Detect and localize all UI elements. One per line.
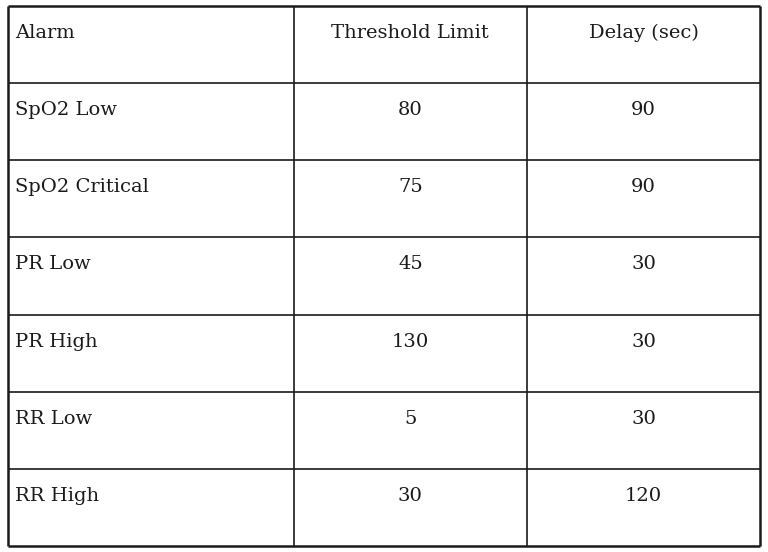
Text: 30: 30 — [398, 487, 422, 505]
Text: 30: 30 — [631, 333, 656, 351]
Text: SpO2 Low: SpO2 Low — [15, 101, 118, 119]
Text: 45: 45 — [398, 256, 422, 273]
Text: RR Low: RR Low — [15, 410, 93, 428]
Text: SpO2 Critical: SpO2 Critical — [15, 178, 149, 196]
Text: 30: 30 — [631, 256, 656, 273]
Text: Alarm: Alarm — [15, 24, 75, 41]
Text: Threshold Limit: Threshold Limit — [332, 24, 489, 41]
Text: 90: 90 — [631, 178, 656, 196]
Text: 80: 80 — [398, 101, 422, 119]
Text: 90: 90 — [631, 101, 656, 119]
Text: PR High: PR High — [15, 333, 98, 351]
Text: 75: 75 — [398, 178, 422, 196]
Text: 30: 30 — [631, 410, 656, 428]
Text: RR High: RR High — [15, 487, 100, 505]
Text: 5: 5 — [404, 410, 416, 428]
Text: 130: 130 — [392, 333, 429, 351]
Text: 120: 120 — [625, 487, 662, 505]
Text: PR Low: PR Low — [15, 256, 91, 273]
Text: Delay (sec): Delay (sec) — [589, 23, 699, 42]
